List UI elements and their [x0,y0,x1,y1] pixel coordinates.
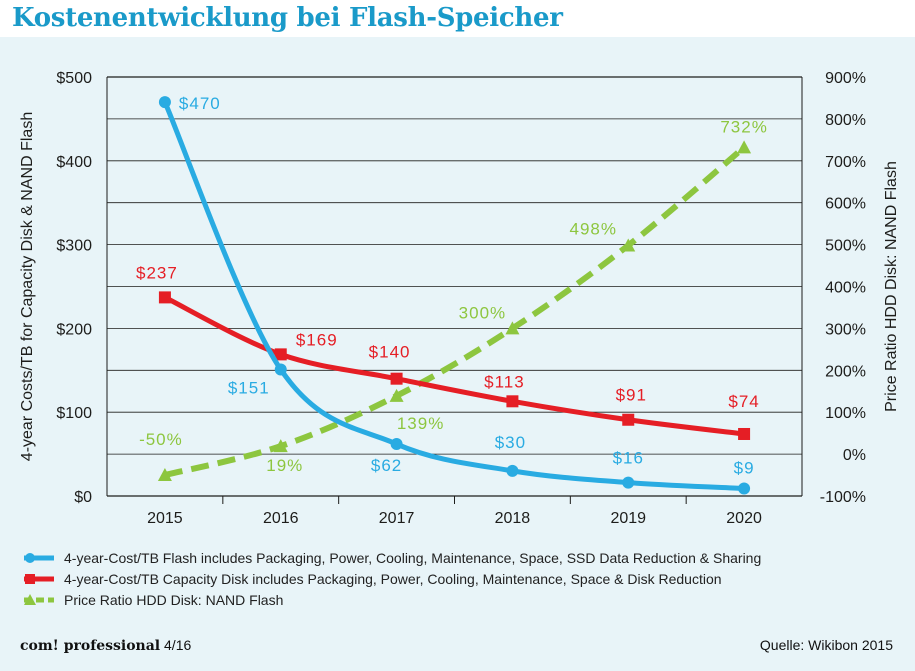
ratio-data-label: 732% [720,117,767,136]
ratio-point [505,321,520,335]
chart-svg: $0 $100 $200 $300 $400 $500 -100% 0% 100% 200% 300… [19,70,900,527]
flash-data-label: $16 [613,449,644,468]
disk-data-label: $237 [136,263,178,282]
series-line-flash [162,101,745,491]
x-tick-label: 2015 [147,510,183,527]
y-right-tick-label: 300% [825,321,866,338]
disk-point [390,372,403,385]
disk-data-label: $113 [484,372,525,391]
ratio-data-label: 498% [570,219,617,238]
legend-label-ratio: Price Ratio HDD Disk: NAND Flash [64,591,284,608]
publication-issue: 4/16 [164,637,192,653]
ratio-point [621,238,636,252]
disk-data-label: $140 [369,343,411,362]
flash-data-label: $470 [179,94,221,113]
legend-item-ratio: Price Ratio HDD Disk: NAND Flash [22,589,761,610]
disk-point [274,348,287,361]
flash-data-label: $9 [734,458,755,477]
footer-source: Quelle: Wikibon 2015 [759,637,893,653]
publication-name: com! professional [20,638,161,654]
ratio-data-label: 19% [266,456,303,475]
series-line-disk [163,295,745,437]
legend-label-disk: 4-year-Cost/TB Capacity Disk includes Pa… [64,570,722,587]
y-right-tick-label: 400% [825,280,866,297]
flash-data-label: $30 [495,433,526,452]
legend-item-flash: 4-year-Cost/TB Flash includes Packaging,… [22,547,761,568]
y-tick-label: $500 [56,70,92,87]
y-tick-label: $100 [56,405,92,422]
ratio-point [157,468,172,482]
legend-item-disk: 4-year-Cost/TB Capacity Disk includes Pa… [22,568,761,589]
legend-label-flash: 4-year-Cost/TB Flash includes Packaging,… [64,549,762,566]
y-right-tick-label: 600% [825,196,866,213]
ratio-point [273,439,288,453]
legend-swatch-flash [24,552,54,563]
flash-point [158,96,171,109]
legend: 4-year-Cost/TB Flash includes Packaging,… [22,547,761,610]
disk-point [738,427,751,440]
x-tick-label: 2018 [495,510,531,527]
y-axis-title: 4-year Costs/TB for Capacity Disk & NAND… [19,112,36,461]
disk-data-label: $91 [616,386,647,405]
y-tick-label: $400 [56,154,92,171]
y-right-tick-label: 200% [825,363,866,380]
y-tick-label: $200 [56,321,92,338]
disk-data-label: $169 [296,330,338,349]
chart-panel: $0 $100 $200 $300 $400 $500 -100% 0% 100% 200% 300… [0,37,915,671]
flash-point [390,438,403,451]
ratio-point [737,140,752,154]
flash-data-label: $151 [228,378,270,397]
y-right-tick-label: -100% [820,489,866,506]
flash-point [506,464,519,477]
disk-point [506,395,519,408]
disk-point [622,413,635,426]
y-tick-label: $0 [74,489,92,506]
x-tick-label: 2017 [379,510,415,527]
y-right-tick-label: 100% [825,405,866,422]
legend-swatch-disk [24,573,54,584]
flash-point [622,476,635,489]
y-tick-label: $300 [56,238,92,255]
x-tick-label: 2016 [263,510,299,527]
ratio-data-label: -50% [139,430,183,449]
y-right-tick-label: 500% [825,238,866,255]
x-tick-label: 2019 [610,510,646,527]
y-right-tick-label: 800% [825,112,866,129]
flash-point [738,482,751,495]
chart-title: Kostenentwicklung bei Flash-Speicher [12,3,563,33]
ratio-data-label: 139% [397,414,444,433]
legend-swatch-ratio [24,593,54,605]
y-right-tick-label: 700% [825,154,866,171]
x-tick-label: 2020 [726,510,762,527]
flash-data-label: $62 [371,456,402,475]
disk-data-label: $74 [728,392,759,411]
flash-point [274,363,287,376]
ratio-point [389,388,404,402]
disk-point [158,291,171,304]
y-right-tick-label: 0% [843,447,866,464]
footer-publication: com! professional 4/16 [20,637,191,654]
ratio-data-label: 300% [459,303,506,322]
y-right-axis-title: Price Ratio HDD Disk: NAND Flash [883,161,900,412]
y-right-tick-label: 900% [825,70,866,87]
